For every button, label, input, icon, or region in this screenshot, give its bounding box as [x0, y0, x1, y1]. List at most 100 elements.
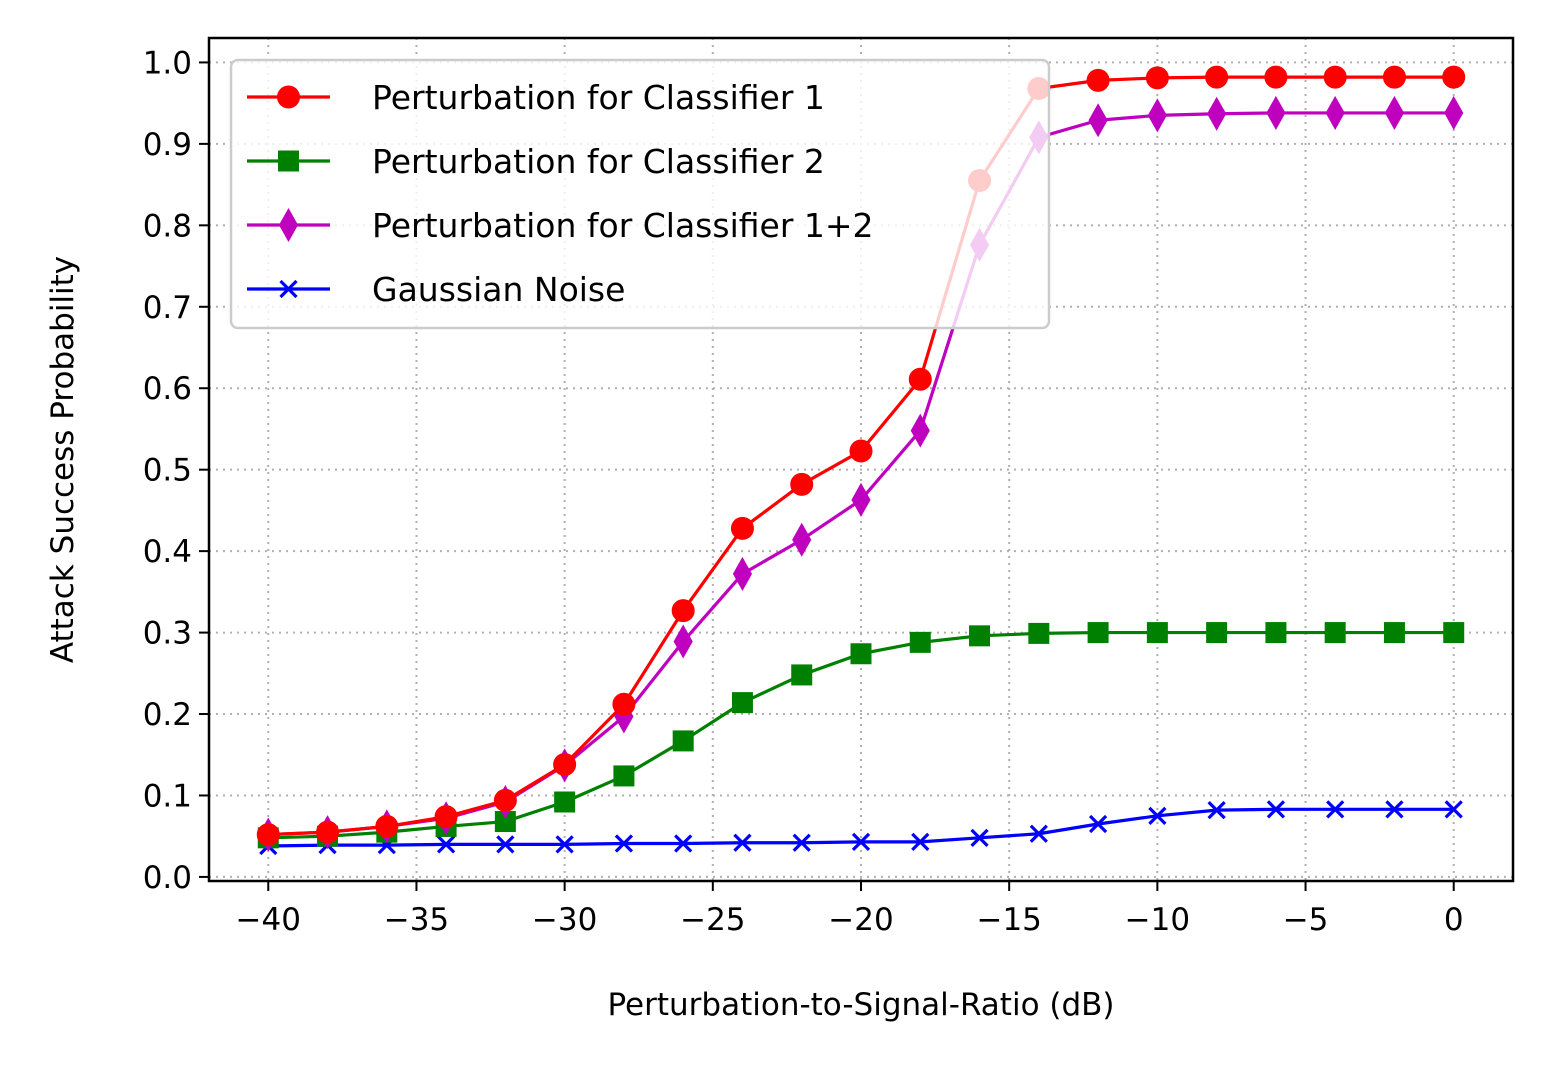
data-point	[1148, 806, 1167, 825]
y-tick-label: 0.8	[143, 208, 192, 244]
data-point	[671, 599, 695, 623]
legend-marker	[279, 279, 298, 299]
data-point	[970, 828, 989, 847]
y-tick-label: 1.0	[143, 45, 192, 81]
data-point	[849, 439, 873, 463]
data-point	[375, 814, 399, 838]
legend-label: Perturbation for Classifier 1	[372, 78, 825, 117]
data-point	[1266, 800, 1286, 819]
data-point	[1146, 622, 1168, 644]
x-tick-label: −10	[1125, 902, 1190, 938]
data-point	[1443, 622, 1465, 644]
y-tick-label: 0.9	[143, 127, 192, 163]
x-tick-label: −25	[680, 902, 745, 938]
data-point	[555, 835, 574, 854]
data-point	[1206, 622, 1228, 644]
data-point	[614, 834, 634, 853]
x-tick-label: −35	[384, 902, 449, 938]
data-point	[792, 522, 812, 557]
data-point	[1384, 95, 1405, 130]
y-tick-label: 0.3	[143, 616, 192, 652]
data-point	[969, 625, 991, 647]
data-point	[1088, 814, 1108, 834]
x-tick-label: −40	[236, 902, 301, 938]
data-point	[256, 823, 280, 847]
x-axis-label: Perturbation-to-Signal-Ratio (dB)	[607, 987, 1114, 1023]
legend-label: Gaussian Noise	[372, 270, 625, 309]
legend-marker	[278, 207, 299, 243]
data-point	[733, 833, 752, 852]
data-point	[1207, 801, 1226, 820]
data-point	[791, 664, 813, 686]
series-4	[259, 800, 1463, 856]
y-axis: 0.0 0.1 0.2 0.3 0.4 0.5 0.6 0.7 0.8 0.9 1.0	[143, 45, 209, 896]
data-point	[1383, 622, 1405, 644]
data-point	[1028, 622, 1050, 644]
y-tick-label: 0.7	[143, 290, 192, 326]
x-tick-label: −15	[976, 902, 1041, 938]
data-point	[1087, 622, 1109, 644]
data-point	[1205, 65, 1229, 89]
y-tick-label: 0.6	[143, 371, 192, 407]
data-point	[910, 413, 930, 448]
data-point	[850, 643, 872, 665]
data-point	[496, 835, 515, 854]
data-point	[1326, 800, 1345, 819]
data-point	[732, 556, 753, 591]
data-point	[674, 834, 693, 853]
data-point	[434, 805, 458, 829]
data-point	[553, 753, 577, 777]
data-point	[436, 835, 456, 854]
data-point	[792, 833, 811, 852]
legend-box	[229, 58, 1051, 330]
legend-label: Perturbation for Classifier 1+2	[372, 206, 874, 245]
data-point	[1323, 65, 1347, 89]
y-axis-label: Attack Success Probability	[45, 256, 81, 663]
data-point	[1145, 66, 1169, 90]
y-tick-label: 0.5	[143, 453, 192, 489]
data-point	[1382, 65, 1406, 89]
data-point	[1266, 95, 1286, 130]
legend-item: Gaussian Noise	[247, 270, 625, 309]
data-point	[909, 631, 931, 653]
data-point	[1088, 103, 1108, 138]
legend-marker	[277, 85, 300, 109]
data-point	[1442, 65, 1466, 89]
data-point	[1444, 800, 1463, 819]
legend-marker	[278, 150, 299, 172]
x-tick-label: 0	[1444, 902, 1464, 938]
data-point	[790, 472, 814, 496]
data-point	[851, 482, 871, 517]
data-point	[851, 832, 871, 852]
data-point	[672, 730, 694, 752]
y-tick-label: 0.2	[143, 697, 192, 733]
series-2	[257, 622, 1465, 849]
data-point	[1444, 95, 1464, 130]
data-point	[1265, 622, 1287, 644]
data-point	[1385, 800, 1404, 819]
legend-item: Perturbation for Classifier 2	[247, 142, 825, 181]
legend: Perturbation for Classifier 1 Perturbatio…	[229, 58, 1051, 330]
x-tick-label: −5	[1283, 902, 1329, 938]
data-point	[316, 820, 340, 844]
x-tick-label: −30	[532, 902, 597, 938]
data-point	[673, 624, 693, 659]
y-tick-label: 0.4	[143, 534, 192, 570]
legend-item: Perturbation for Classifier 1	[247, 78, 825, 117]
data-point	[1029, 824, 1048, 843]
data-point	[554, 791, 576, 813]
data-point	[1325, 95, 1345, 130]
data-point	[613, 765, 635, 787]
data-point	[1147, 98, 1167, 133]
data-point	[493, 788, 517, 812]
data-point	[731, 692, 753, 714]
data-point	[908, 367, 932, 391]
data-point	[1264, 65, 1288, 89]
data-point	[911, 832, 930, 852]
data-point	[1207, 96, 1227, 131]
y-tick-label: 0.1	[143, 778, 192, 814]
data-point	[1086, 68, 1110, 92]
legend-item: Perturbation for Classifier 1+2	[247, 206, 874, 245]
data-point	[612, 692, 636, 716]
